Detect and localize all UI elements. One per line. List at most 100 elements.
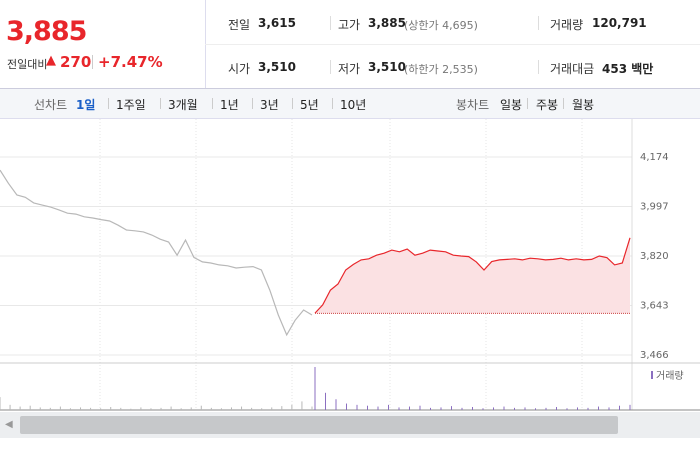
divider [330,60,331,74]
volume-bar [311,406,313,410]
volume-bar [482,408,484,410]
volume-bar [388,404,389,410]
tab-divider [563,98,564,109]
volume-bar [314,367,316,410]
volume-bar [619,405,620,410]
tab-divider [527,98,528,109]
info-value: 3,510 [368,60,406,74]
volume-bar [39,407,41,410]
legend-swatch [651,371,653,379]
volume-bar [535,408,536,410]
info-note: (하한가 2,535) [404,63,478,76]
volume-bar [461,407,463,410]
chart: 3,466 3,643 3,820 3,997 4,174 거래량 [0,119,700,411]
volume-bar [524,407,526,410]
info-value: 3,510 [258,60,296,74]
tab[interactable]: 3개월 [168,98,198,112]
change-pct: +7.47% [98,53,163,71]
header [0,0,700,89]
tab[interactable]: 월봉 [572,98,595,112]
scroll-thumb[interactable] [20,416,618,434]
info-label: 거래대금 [550,62,595,76]
legend-label: 거래량 [656,370,684,382]
volume-bar [120,407,122,410]
scroll-left[interactable]: ◀ [5,419,13,430]
volume-bar [346,403,347,410]
info-label: 저가 [338,62,361,76]
volume-bar [29,405,31,410]
volume-bar [49,407,51,410]
area [315,237,630,314]
volume-bar [241,406,243,410]
tab[interactable]: 1일 [76,98,96,112]
info-label: 시가 [228,62,251,76]
volume-bar [261,408,263,410]
info-note: (상한가 4,695) [404,19,478,32]
volume-bar [150,408,152,410]
change-label: 전일대비 [7,58,48,71]
info-label: 고가 [338,18,361,32]
info-value: 453 백만 [602,62,654,76]
tab-divider [108,98,109,109]
volume-bar [629,404,631,410]
volume-bar [19,406,21,410]
tab-bar: 선차트 1일 1주일 3개월 1년 3년 5년 10년 봉차트 일봉 주봉 월봉 [0,89,700,119]
volume-bar [325,392,326,410]
tab[interactable]: 3년 [260,98,279,112]
volume-bar [170,406,172,410]
volume-bar [281,406,283,410]
tab[interactable]: 1주일 [116,98,146,112]
volume-bar [69,408,71,410]
volume-bar [451,406,452,410]
price-line [0,169,313,337]
volume-bar [271,407,273,410]
volume-bar [230,407,232,410]
volume-bar [398,407,400,410]
volume-bar [587,407,589,410]
divider [538,60,539,74]
volume-bar [377,406,379,410]
up-icon: ▲ [46,53,56,68]
volume-bar [190,407,192,410]
tab-group-label: 봉차트 [456,98,490,112]
volume-bar [577,407,578,410]
y-tick-label: 3,643 [640,301,669,312]
volume-bar [160,407,162,410]
volume-bar [356,404,358,410]
volume-bar [100,408,102,410]
volume-bar [251,407,253,410]
info-label: 거래량 [550,18,584,32]
info-label: 전일 [228,18,251,32]
tab-divider [252,98,253,109]
tab-divider [292,98,293,109]
tab[interactable]: 5년 [300,98,319,112]
y-tick-label: 4,174 [640,152,669,163]
volume-bar [440,407,442,410]
tab[interactable]: 주봉 [536,98,559,112]
volume-bar [180,408,182,410]
volume-bar [430,407,431,410]
volume-bar [598,406,599,410]
tab-divider [212,98,213,109]
divider [538,16,539,30]
volume-bar [200,405,202,410]
volume-bar [514,407,515,410]
change: 270 [60,53,92,71]
tab[interactable]: 1년 [220,98,239,112]
tab[interactable]: 일봉 [500,98,523,112]
volume-bar [291,404,293,410]
divider [92,55,93,69]
volume-bar [545,407,547,410]
tab[interactable]: 10년 [340,98,367,112]
y-tick-label: 3,466 [640,350,669,361]
volume-bar [59,406,61,410]
volume-bar [301,401,303,410]
y-tick-label: 3,997 [640,202,669,213]
divider [330,16,331,30]
volume-bar [503,406,505,410]
tab-divider [160,98,161,109]
tab-divider [332,98,333,109]
current-price: 3,885 [6,16,87,47]
volume-bar [409,406,410,410]
